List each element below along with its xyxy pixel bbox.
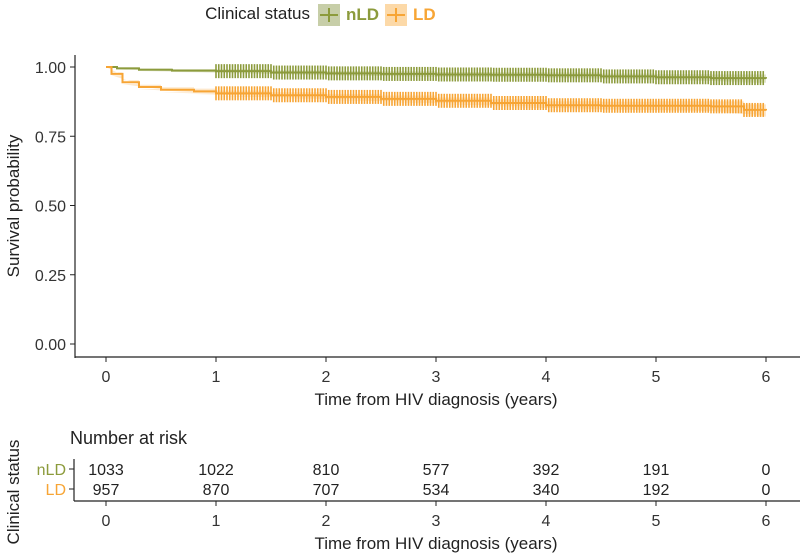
risk-value: 810 <box>313 462 340 479</box>
risk-table-ylabel: Clinical status <box>4 440 23 545</box>
y-tick-label: 0.00 <box>35 337 66 354</box>
risk-value: 577 <box>423 462 450 479</box>
risk-value: 340 <box>533 482 560 499</box>
risk-value: 191 <box>643 462 670 479</box>
x-tick-label: 4 <box>542 369 551 386</box>
risk-x-tick-label: 3 <box>432 513 441 530</box>
risk-value: 1033 <box>88 462 124 479</box>
y-tick-label: 0.50 <box>35 199 66 216</box>
risk-value: 534 <box>423 482 450 499</box>
x-axis-label: Time from HIV diagnosis (years) <box>314 390 557 409</box>
risk-row-label: LD <box>46 482 66 499</box>
legend-label-ld: LD <box>413 5 436 24</box>
y-axis-label: Survival probability <box>4 134 23 277</box>
x-tick-label: 3 <box>432 369 441 386</box>
y-tick-label: 0.75 <box>35 129 66 146</box>
plot-area <box>106 64 767 117</box>
x-tick-label: 2 <box>322 369 331 386</box>
risk-x-tick-label: 2 <box>322 513 331 530</box>
x-tick-label: 5 <box>652 369 661 386</box>
legend-title: Clinical status <box>205 4 310 23</box>
risk-value: 870 <box>203 482 230 499</box>
censor-marks-nld <box>215 64 765 86</box>
risk-value: 192 <box>643 482 670 499</box>
censor-marks-ld <box>215 86 765 117</box>
y-tick-label: 0.25 <box>35 268 66 285</box>
x-tick-label: 1 <box>212 369 221 386</box>
risk-table-title: Number at risk <box>70 428 188 448</box>
risk-x-tick-label: 5 <box>652 513 661 530</box>
risk-value: 392 <box>533 462 560 479</box>
risk-table: Number at risk Clinical status nLD 1033 10… <box>4 428 800 553</box>
legend: Clinical status nLD LD <box>205 4 436 26</box>
risk-value: 0 <box>762 482 771 499</box>
x-tick-label: 6 <box>762 369 771 386</box>
risk-row-label: nLD <box>37 462 66 479</box>
x-tick-label: 0 <box>102 369 111 386</box>
risk-value: 707 <box>313 482 340 499</box>
risk-x-tick-label: 0 <box>102 513 111 530</box>
risk-x-tick-label: 6 <box>762 513 771 530</box>
risk-x-tick-label: 4 <box>542 513 551 530</box>
risk-x-tick-label: 1 <box>212 513 221 530</box>
risk-value: 1022 <box>198 462 234 479</box>
risk-value: 0 <box>762 462 771 479</box>
risk-value: 957 <box>93 482 120 499</box>
y-tick-label: 1.00 <box>35 60 66 77</box>
risk-table-xlabel: Time from HIV diagnosis (years) <box>314 534 557 553</box>
legend-label-nld: nLD <box>346 5 379 24</box>
